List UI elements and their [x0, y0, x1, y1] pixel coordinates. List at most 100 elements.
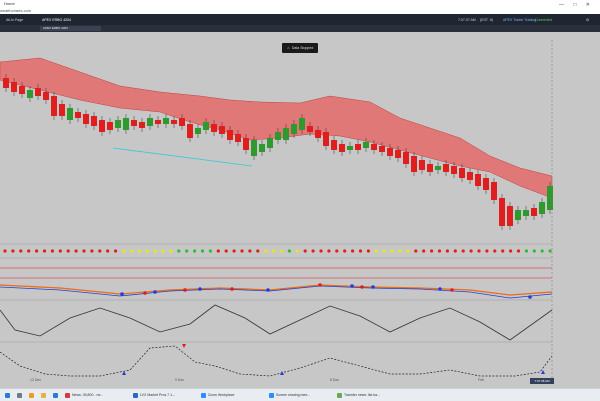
candle	[259, 144, 265, 152]
signal-dot	[414, 249, 418, 253]
candle	[27, 90, 33, 98]
signal-dot	[319, 249, 323, 253]
taskbar: News: 39,800 - ne... LVX Market Pros 7.1.…	[0, 388, 600, 401]
browser-bar: Home wealthcharts.com — □ ✕	[0, 0, 600, 15]
taskbar-item[interactable]	[16, 391, 24, 399]
candle	[131, 120, 137, 126]
taskbar-item[interactable]: News: 39,800 - ne...	[64, 391, 103, 399]
candle	[227, 130, 233, 140]
sub-header: APEX ERBO 4204	[0, 25, 600, 32]
candle	[171, 120, 177, 124]
candle	[323, 132, 329, 146]
candle	[547, 186, 553, 210]
taskbar-item[interactable]	[52, 391, 60, 399]
oscillator-marker	[350, 284, 354, 288]
alert-text: Data Stopped	[291, 46, 314, 50]
signal-dot	[295, 249, 299, 253]
signal-dot	[35, 249, 39, 253]
warning-icon: ⚠	[286, 46, 290, 50]
candle	[155, 120, 161, 124]
signal-dot	[374, 249, 378, 253]
taskbar-item[interactable]: LVX Market Pros 7.1...	[132, 391, 175, 399]
alert-badge[interactable]: ⚠ Data Stopped	[282, 43, 318, 53]
address-bar[interactable]: wealthcharts.com	[0, 8, 32, 13]
candle	[35, 88, 41, 96]
signal-dot	[532, 249, 536, 253]
taskbar-item[interactable]	[4, 391, 12, 399]
candle	[347, 146, 353, 150]
signal-dot	[453, 249, 457, 253]
instrument-tab[interactable]: APEX ERBO 4204	[42, 18, 71, 22]
candles	[3, 74, 553, 230]
signal-dot	[485, 249, 489, 253]
browser-tab[interactable]: Home	[4, 1, 15, 6]
signal-dot	[50, 249, 55, 253]
taskbar-item[interactable]: Zoom Workplace	[200, 391, 234, 399]
candle	[91, 116, 97, 126]
settings-icon[interactable]: ⚙	[586, 18, 590, 22]
candle	[179, 118, 185, 126]
signal-dot	[366, 249, 370, 253]
signal-dot	[42, 249, 47, 253]
taskbar-item[interactable]	[40, 391, 48, 399]
oscillator-marker	[198, 287, 202, 291]
signal-dot	[524, 249, 529, 253]
signal-dot	[548, 249, 552, 253]
clock: 7:07:37 AM	[458, 18, 476, 22]
signal-dot	[437, 249, 442, 253]
signal-dot	[200, 249, 205, 253]
candle	[491, 182, 497, 200]
signal-dot	[193, 249, 197, 253]
window-controls[interactable]: — □ ✕	[559, 2, 594, 8]
date-label: 12 Dec	[30, 378, 42, 382]
signal-dot	[98, 249, 102, 253]
signal-dot	[177, 249, 181, 253]
candle	[467, 172, 473, 180]
candle	[339, 144, 345, 152]
taskbar-item[interactable]: Screen sharing mee...	[268, 391, 310, 399]
oscillator-marker	[230, 287, 234, 291]
candle	[475, 174, 481, 186]
candle	[283, 128, 289, 140]
signal-dot	[469, 249, 473, 253]
date-label: 9 Dec	[175, 378, 185, 382]
signal-dot	[493, 249, 497, 253]
candle	[43, 92, 49, 100]
signal-dot	[398, 249, 402, 253]
taskbar-item[interactable]	[28, 391, 36, 399]
signal-dot	[287, 249, 291, 253]
candle	[163, 118, 169, 124]
candle	[251, 140, 257, 156]
pane-separators	[0, 243, 552, 343]
signal-dot	[358, 249, 363, 253]
candle	[243, 138, 249, 150]
chart-tab[interactable]: APEX ERBO 4204	[40, 26, 101, 31]
candle	[115, 120, 121, 128]
candle	[187, 124, 193, 138]
candle	[499, 198, 505, 226]
candle	[363, 142, 369, 148]
signal-dot	[153, 249, 157, 253]
oscillator-line	[0, 304, 553, 341]
candle	[451, 166, 457, 174]
page-title[interactable]: All-In Page	[6, 18, 24, 22]
date-label: Feb	[478, 378, 485, 382]
signal-dot	[343, 249, 347, 253]
candle	[211, 124, 217, 132]
candle	[419, 160, 425, 170]
candle	[275, 132, 281, 140]
candle	[195, 128, 201, 134]
candle	[59, 104, 65, 116]
signal-dot	[516, 249, 521, 253]
taskbar-item[interactable]: Transfer news: list ba...	[336, 391, 380, 399]
date-label: 8 Dec	[330, 378, 340, 382]
signal-dot	[66, 249, 70, 253]
signal-dot	[461, 249, 465, 253]
candle	[235, 134, 241, 142]
candle	[531, 208, 537, 216]
stochastic-line	[0, 345, 553, 377]
trader-status[interactable]: APEX Trader Trading	[503, 18, 537, 22]
candle	[435, 166, 441, 170]
oscillator-marker	[318, 283, 322, 287]
chart-canvas[interactable]	[0, 32, 600, 380]
